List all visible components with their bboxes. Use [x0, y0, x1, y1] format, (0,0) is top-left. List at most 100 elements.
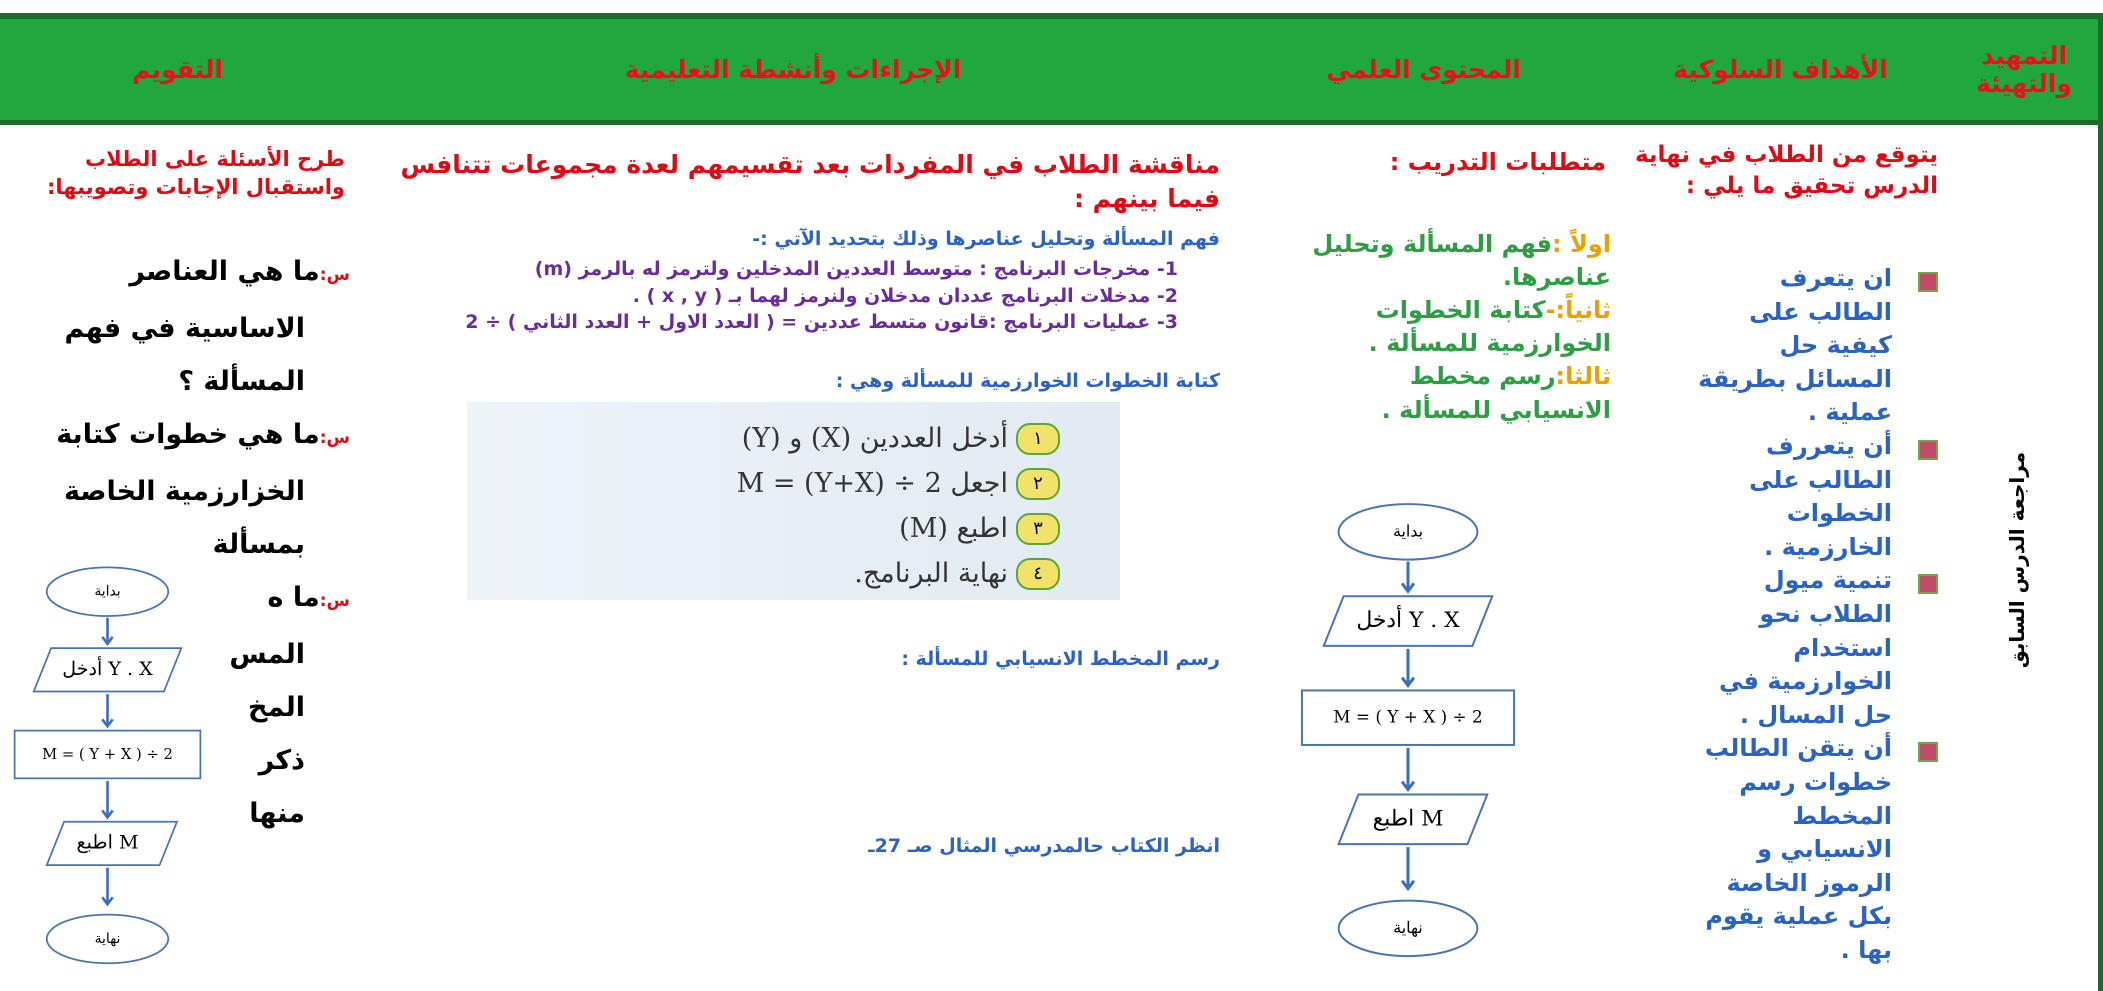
content-label: اولاً :	[1552, 230, 1611, 258]
evaluation-heading: طرح الأسئلة على الطلاب واستقبال الإجابات…	[46, 147, 345, 200]
end-label: نهاية	[95, 931, 121, 947]
question-line: الخزارزمية الخاصة	[10, 465, 350, 518]
question-text: المسألة ؟	[178, 366, 305, 397]
question-text: بمسألة	[212, 529, 305, 560]
question-text: منها	[249, 798, 305, 829]
step: ١ أدخل العددين (X) و (Y)	[467, 416, 1060, 461]
input-label: أدخل Y . X	[62, 655, 153, 680]
output-shape	[45, 820, 179, 867]
question-line: بمسألة	[10, 518, 350, 571]
question-text: ما هي خطوات كتابة	[56, 419, 320, 450]
right-edge	[2098, 13, 2103, 991]
step-text: نهاية البرنامج.	[854, 558, 1008, 589]
header-cell: المحتوى العلمي	[1231, 19, 1616, 120]
output-label: اطبع M	[1373, 806, 1444, 831]
procedures-analysis: فهم المسألة وتحليل عناصرها وذلك بتحديد ا…	[752, 228, 1220, 250]
content-item: ثانياً:-كتابة الخطوات الخوارزمية للمسألة…	[1291, 294, 1611, 360]
evaluation-questions: س:ما هي العناصر الاساسية في فهم المسألة ؟ س…	[10, 245, 350, 840]
objectives-heading: يتوقع من الطلاب في نهاية الدرس تحقيق ما …	[1634, 142, 1938, 200]
header-bottom	[0, 120, 2103, 125]
objective-item: أن يتعررف الطالب على الخطوات الخارزمية .	[1626, 430, 1938, 564]
process-shape	[1300, 689, 1516, 746]
question-line: س:ما هي العناصر	[10, 245, 350, 302]
step: ٢ اجعل M = (Y+X) ÷ 2	[467, 461, 1060, 506]
content-label: ثانياً:-	[1545, 296, 1611, 325]
steps-image: ١ أدخل العددين (X) و (Y) ٢ اجعل M = (Y+X) ÷…	[467, 402, 1120, 600]
step: ٤ نهاية البرنامج.	[467, 551, 1060, 596]
question-line: س:ما ه	[10, 571, 350, 628]
arrow-head	[1400, 582, 1416, 594]
end-shape	[45, 913, 170, 965]
procedures-items: 1- مخرجات البرنامج : متوسط العددين المدخ…	[368, 256, 1178, 336]
content-text: رسم مخطط الانسيابي للمسألة .	[1381, 362, 1611, 424]
start-shape	[1337, 503, 1479, 561]
objective-item: ان يتعرف الطالب على كيفية حل المسائل بطر…	[1626, 262, 1938, 430]
start-shape	[45, 566, 170, 617]
bullet-icon	[1918, 742, 1938, 763]
step-text: أدخل العددين (X) و (Y)	[741, 423, 1008, 454]
arrow-head	[1400, 676, 1416, 688]
procedure-item: 1- مخرجات البرنامج : متوسط العددين المدخ…	[534, 258, 1178, 280]
question-marker: س:	[319, 591, 350, 611]
question-text: الاساسية في فهم	[64, 313, 305, 344]
content-text: كتابة الخطوات الخوارزمية للمسألة .	[1368, 296, 1611, 358]
arrow-head	[101, 718, 114, 729]
question-line: المخ	[10, 681, 350, 734]
arrow-head	[101, 896, 114, 907]
output-label: اطبع M	[76, 830, 138, 853]
header-cell: التمهيد والتهيئة	[1945, 19, 2103, 120]
input-shape	[32, 647, 183, 693]
content-list: اولاً :فهم المسألة وتحليل عناصرها. ثانياً…	[1241, 228, 1611, 427]
question-text: المخ	[248, 692, 305, 723]
procedure-item: 3- عمليات البرنامج :قانون متسط عددين = (…	[465, 311, 1178, 334]
question-text: الخزارزمية الخاصة	[64, 476, 305, 507]
reference: انظر الكتاب حالمدرسي المثال صـ 27ـ	[868, 835, 1220, 857]
content-item: ثالثا:رسم مخطط الانسيابي للمسألة .	[1291, 360, 1611, 426]
bullet-icon	[1918, 272, 1938, 292]
header-cell: الأهداف السلوكية	[1616, 19, 1945, 120]
content-item: اولاً :فهم المسألة وتحليل عناصرها.	[1291, 228, 1611, 294]
header-cell: الإجراءات وأنشطة التعليمية	[355, 19, 1231, 120]
objective-text: ان يتعرف الطالب على كيفية حل المسائل بطر…	[1698, 264, 1892, 427]
bullet-icon	[1918, 439, 1938, 460]
step-number: ١	[1016, 422, 1060, 455]
objectives-list: ان يتعرف الطالب على كيفية حل المسائل بطر…	[1626, 262, 1938, 967]
arrow-head	[101, 636, 114, 646]
question-text: ما ه	[267, 582, 320, 613]
input-shape	[1322, 595, 1494, 647]
header-cell: التقويم	[0, 19, 355, 120]
procedure-item: 2- مدخلات البرنامج عددان مدخلان ولنرمز ل…	[632, 284, 1178, 307]
content-label: ثالثا:	[1555, 362, 1611, 391]
objective-text: تنمية ميول الطلاب نحو استخدام الخوارزمية…	[1718, 566, 1892, 729]
end-label: نهاية	[1393, 918, 1422, 937]
question-line: س:ما هي خطوات كتابة	[10, 408, 350, 465]
arrow-head	[101, 809, 114, 820]
step-text: اجعل M = (Y+X) ÷ 2	[736, 468, 1008, 499]
arrow-head	[1400, 780, 1416, 793]
content-heading: متطلبات التدريب :	[1389, 148, 1606, 176]
arrow-head	[1400, 879, 1416, 892]
question-text: ذكر	[258, 745, 305, 776]
bullet-icon	[1918, 574, 1938, 595]
step-number: ٢	[1016, 467, 1060, 500]
question-text: المس	[229, 639, 305, 670]
steps-heading: كتابة الخطوات الخوارزمية للمسألة وهي :	[835, 370, 1220, 392]
output-shape	[1337, 793, 1489, 846]
question-marker: س:	[319, 265, 350, 285]
step-number: ٣	[1016, 512, 1060, 545]
step-number: ٤	[1016, 557, 1060, 590]
question-marker: س:	[319, 428, 350, 448]
intro: مراجعة الدرس السابق	[2005, 451, 2029, 669]
question-line: الاساسية في فهم	[10, 302, 350, 355]
flowchart: بداية أدخل Y . X M = ( Y + X ) ÷ 2 اطبع M نه…	[1294, 490, 1522, 990]
question-line: ذكر	[10, 734, 350, 787]
input-label: أدخل Y . X	[1356, 604, 1460, 633]
objective-text: أن يتعررف الطالب على الخطوات الخارزمية .	[1749, 431, 1892, 561]
question-text: ما هي العناصر	[129, 256, 320, 287]
step-text: اطبع (M)	[899, 513, 1008, 544]
process-shape	[13, 729, 202, 780]
content-text: فهم المسألة وتحليل عناصرها.	[1312, 230, 1611, 292]
process-label: M = ( Y + X ) ÷ 2	[42, 746, 173, 763]
objective-item: أن يتقن الطالب خطوات رسم المخطط الانسياب…	[1626, 732, 1938, 967]
